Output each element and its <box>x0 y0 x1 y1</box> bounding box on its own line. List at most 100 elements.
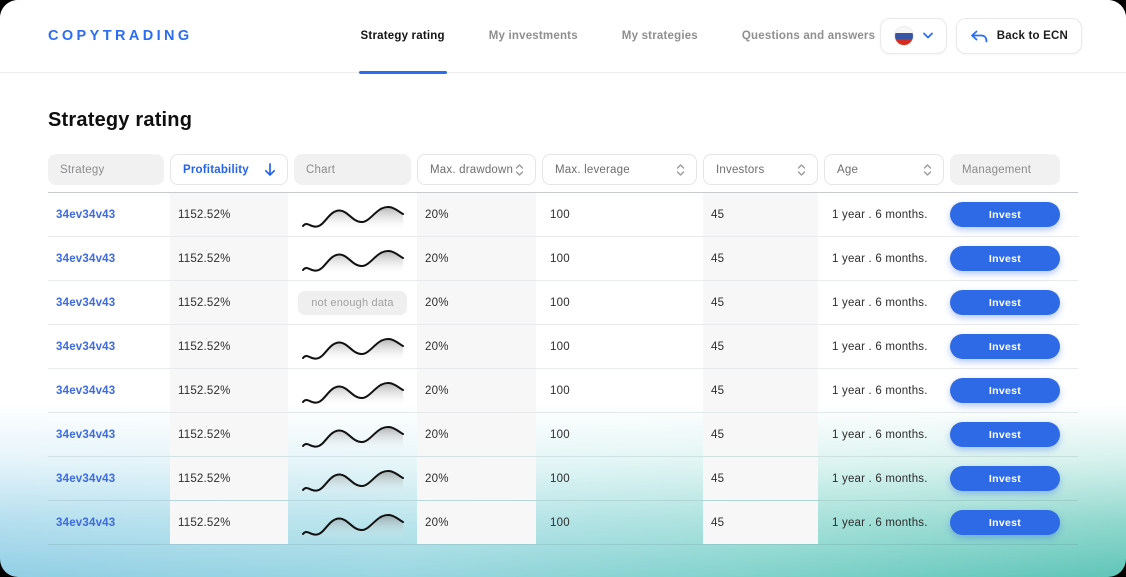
table-row: 34ev34v43 1152.52% 20% 100 45 1 year . 6… <box>48 457 1078 501</box>
performance-sparkline <box>302 470 404 495</box>
profitability-cell: 1152.52% <box>170 369 288 412</box>
strategy-table: 34ev34v43 1152.52% 20% 100 45 1 year . 6… <box>48 192 1078 545</box>
chart-cell <box>294 237 411 280</box>
tab-questions-and-answers[interactable]: Questions and answers <box>741 30 876 42</box>
language-selector-button[interactable] <box>879 18 947 54</box>
strategy-cell: 34ev34v43 <box>48 237 164 280</box>
performance-sparkline <box>302 338 404 363</box>
max-leverage-cell: 100 <box>542 237 697 280</box>
max-leverage-cell: 100 <box>542 413 697 456</box>
investors-value: 45 <box>711 516 725 529</box>
max-leverage-cell: 100 <box>542 457 697 500</box>
sort-arrows-icon <box>923 163 932 176</box>
sort-arrows-icon <box>515 163 524 176</box>
strategy-link[interactable]: 34ev34v43 <box>56 340 116 353</box>
filter-profitability[interactable]: Profitability <box>170 154 288 185</box>
max-leverage-cell: 100 <box>542 325 697 368</box>
strategy-link[interactable]: 34ev34v43 <box>56 208 116 221</box>
max-leverage-cell: 100 <box>542 281 697 324</box>
tab-my-investments[interactable]: My investments <box>488 30 578 42</box>
strategy-cell: 34ev34v43 <box>48 325 164 368</box>
investors-cell: 45 <box>703 501 818 544</box>
max-drawdown-cell: 20% <box>417 193 536 236</box>
performance-sparkline <box>302 250 404 275</box>
max-drawdown-cell: 20% <box>417 325 536 368</box>
max-leverage-value: 100 <box>550 296 570 309</box>
filter-row: Strategy Profitability Chart Max. drawdown M… <box>48 154 1078 185</box>
filter-max-drawdown[interactable]: Max. drawdown <box>417 154 536 185</box>
profitability-value: 1152.52% <box>178 516 231 529</box>
management-cell: Invest <box>950 369 1060 412</box>
max-drawdown-value: 20% <box>425 428 449 441</box>
investors-value: 45 <box>711 340 725 353</box>
investors-cell: 45 <box>703 325 818 368</box>
investors-cell: 45 <box>703 369 818 412</box>
max-drawdown-value: 20% <box>425 340 449 353</box>
sort-arrows-icon <box>797 163 806 176</box>
management-cell: Invest <box>950 281 1060 324</box>
sort-arrows-icon <box>676 163 685 176</box>
age-cell: 1 year . 6 months. <box>824 369 944 412</box>
investors-value: 45 <box>711 296 725 309</box>
strategy-cell: 34ev34v43 <box>48 281 164 324</box>
strategy-link[interactable]: 34ev34v43 <box>56 428 116 441</box>
invest-button[interactable]: Invest <box>950 290 1060 315</box>
profitability-value: 1152.52% <box>178 296 231 309</box>
invest-button[interactable]: Invest <box>950 466 1060 491</box>
management-cell: Invest <box>950 237 1060 280</box>
strategy-cell: 34ev34v43 <box>48 501 164 544</box>
tab-my-strategies[interactable]: My strategies <box>621 30 698 42</box>
invest-button[interactable]: Invest <box>950 246 1060 271</box>
max-drawdown-cell: 20% <box>417 281 536 324</box>
management-cell: Invest <box>950 501 1060 544</box>
back-to-ecn-button[interactable]: Back to ECN <box>955 18 1082 54</box>
age-cell: 1 year . 6 months. <box>824 237 944 280</box>
management-cell: Invest <box>950 457 1060 500</box>
filter-label: Max. drawdown <box>430 163 514 176</box>
filter-max-leverage[interactable]: Max. leverage <box>542 154 697 185</box>
filter-label: Profitability <box>183 163 249 176</box>
table-row: 34ev34v43 1152.52% 20% 100 45 1 year . 6… <box>48 501 1078 545</box>
filter-strategy[interactable]: Strategy <box>48 154 164 185</box>
max-leverage-value: 100 <box>550 516 570 529</box>
invest-button[interactable]: Invest <box>950 334 1060 359</box>
filter-chart[interactable]: Chart <box>294 154 411 185</box>
max-leverage-value: 100 <box>550 252 570 265</box>
investors-value: 45 <box>711 428 725 441</box>
filter-label: Investors <box>716 163 765 176</box>
strategy-link[interactable]: 34ev34v43 <box>56 252 116 265</box>
strategy-link[interactable]: 34ev34v43 <box>56 516 116 529</box>
performance-sparkline <box>302 206 404 231</box>
profitability-cell: 1152.52% <box>170 501 288 544</box>
strategy-link[interactable]: 34ev34v43 <box>56 296 116 309</box>
age-cell: 1 year . 6 months. <box>824 281 944 324</box>
invest-button[interactable]: Invest <box>950 422 1060 447</box>
max-drawdown-value: 20% <box>425 208 449 221</box>
age-value: 1 year . 6 months. <box>832 252 928 265</box>
sort-desc-arrow-icon <box>264 163 276 176</box>
max-drawdown-cell: 20% <box>417 457 536 500</box>
topbar-actions: Back to ECN <box>879 18 1082 54</box>
max-leverage-value: 100 <box>550 428 570 441</box>
strategy-link[interactable]: 34ev34v43 <box>56 384 116 397</box>
max-drawdown-value: 20% <box>425 472 449 485</box>
page-title: Strategy rating <box>48 109 193 131</box>
profitability-value: 1152.52% <box>178 208 231 221</box>
invest-button[interactable]: Invest <box>950 202 1060 227</box>
filter-age[interactable]: Age <box>824 154 944 185</box>
invest-button[interactable]: Invest <box>950 510 1060 535</box>
tab-strategy-rating[interactable]: Strategy rating <box>358 0 447 74</box>
filter-investors[interactable]: Investors <box>703 154 818 185</box>
age-value: 1 year . 6 months. <box>832 208 928 221</box>
chart-cell: not enough data <box>294 281 411 324</box>
chart-cell <box>294 413 411 456</box>
age-value: 1 year . 6 months. <box>832 340 928 353</box>
filter-management[interactable]: Management <box>950 154 1060 185</box>
table-row: 34ev34v43 1152.52% 20% 100 45 1 year . 6… <box>48 237 1078 281</box>
strategy-link[interactable]: 34ev34v43 <box>56 472 116 485</box>
profitability-value: 1152.52% <box>178 428 231 441</box>
profitability-cell: 1152.52% <box>170 237 288 280</box>
invest-button[interactable]: Invest <box>950 378 1060 403</box>
profitability-cell: 1152.52% <box>170 281 288 324</box>
management-cell: Invest <box>950 413 1060 456</box>
